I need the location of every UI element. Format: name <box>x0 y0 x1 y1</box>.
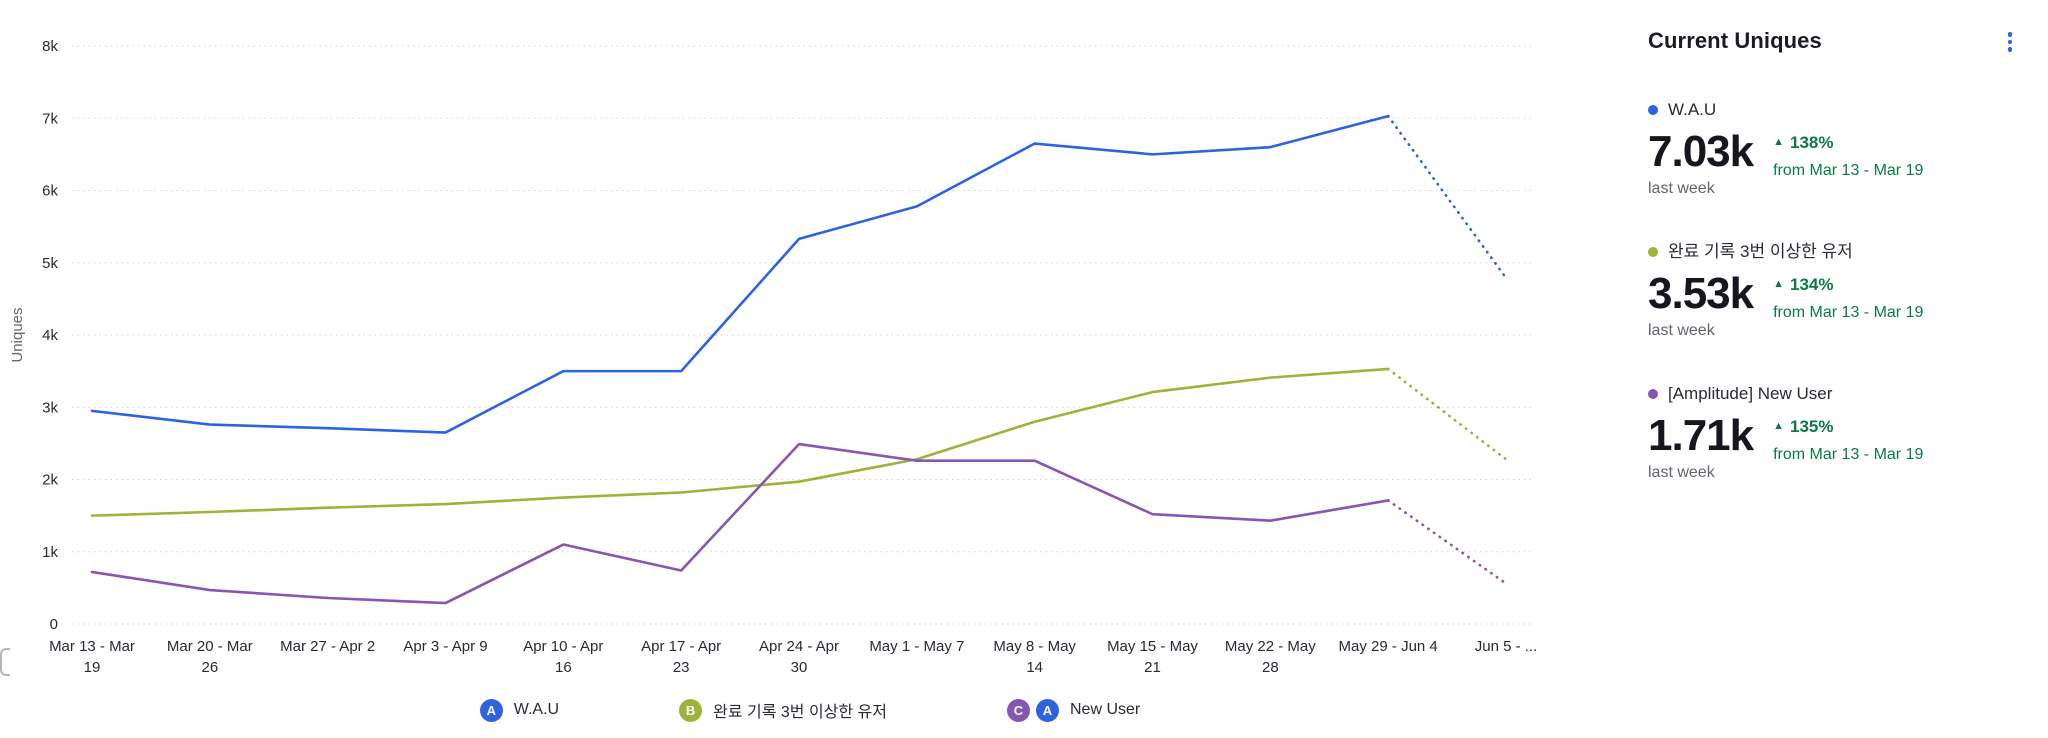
up-arrow-icon: ▲ <box>1773 278 1784 290</box>
current-uniques-panel: Current Uniques W.A.U 7.03k last week <box>1620 0 2048 738</box>
metric-name: W.A.U <box>1668 99 1717 119</box>
metric-wau: W.A.U 7.03k last week ▲ 138% from Mar 13… <box>1648 100 2018 198</box>
metric-change-percent: 138% <box>1790 132 1834 152</box>
y-axis-tick-label: 6k <box>42 183 58 200</box>
legend-label: 완료 기록 3번 이상한 유저 <box>713 704 887 721</box>
legend-item-completed-3x-users[interactable]: B 완료 기록 3번 이상한 유저 <box>679 698 887 722</box>
panel-title: Current Uniques <box>1648 28 1822 53</box>
metric-change-percent: 135% <box>1790 416 1834 436</box>
series-color-dot <box>1648 246 1658 257</box>
series-a-badge: A <box>479 698 503 722</box>
metric-period: last week <box>1648 463 1715 481</box>
chart-canvas[interactable]: 0 1k 2k 3k 4k 5k 6k 7k 8k <box>0 0 1620 738</box>
series-color-dot <box>1648 388 1658 399</box>
legend-item-wau[interactable]: A W.A.U <box>479 698 560 722</box>
y-axis-tick-label: 8k <box>42 38 58 55</box>
series-color-dot <box>1648 104 1658 115</box>
metric-period: last week <box>1648 179 1715 197</box>
series-line[interactable] <box>90 442 1390 605</box>
series-line-projected[interactable] <box>1386 114 1508 280</box>
series-line-projected[interactable] <box>1386 499 1508 585</box>
metric-value: 7.03k <box>1648 126 1754 176</box>
legend-label: New User <box>1070 701 1141 718</box>
metric-amplitude-new-user: [Amplitude] New User 1.71k last week ▲ 1… <box>1648 384 2018 482</box>
y-axis-tick-label: 1k <box>42 544 58 561</box>
metric-change-percent: 134% <box>1790 274 1834 294</box>
metric-compare-range: from Mar 13 - Mar 19 <box>1773 161 1924 179</box>
chart-legend: A W.A.U B 완료 기록 3번 이상한 유저 C A New User <box>0 698 1620 722</box>
metric-compare-range: from Mar 13 - Mar 19 <box>1773 445 1924 463</box>
y-axis-tick-label: 7k <box>42 110 58 127</box>
metric-name: 완료 기록 3번 이상한 유저 <box>1668 241 1853 261</box>
metric-completed-3x-users: 완료 기록 3번 이상한 유저 3.53k last week ▲ 134% f… <box>1648 242 2018 340</box>
metric-value: 3.53k <box>1648 268 1754 318</box>
metric-value: 1.71k <box>1648 410 1754 460</box>
y-axis-tick-label: 2k <box>42 472 58 489</box>
series-b-badge: B <box>679 698 703 722</box>
amplitude-logo-icon: A <box>1036 698 1059 722</box>
series-c-badge: C <box>1007 698 1030 722</box>
y-axis-tick-label: 5k <box>42 255 58 272</box>
series-line[interactable] <box>90 367 1390 517</box>
metric-compare-range: from Mar 13 - Mar 19 <box>1773 303 1924 321</box>
series-line-projected[interactable] <box>1386 367 1508 461</box>
up-arrow-icon: ▲ <box>1773 136 1784 148</box>
y-axis-tick-label: 4k <box>42 327 58 344</box>
series-line[interactable] <box>90 114 1390 434</box>
legend-label: W.A.U <box>513 701 560 718</box>
metric-period: last week <box>1648 321 1715 339</box>
clipped-widget-fragment <box>0 648 10 676</box>
up-arrow-icon: ▲ <box>1773 420 1784 432</box>
legend-item-new-user[interactable]: C A New User <box>1007 698 1141 722</box>
metric-name: [Amplitude] New User <box>1668 383 1833 403</box>
kebab-menu-icon[interactable] <box>2002 28 2019 56</box>
y-axis-title: Uniques <box>9 307 26 363</box>
y-axis-tick-label: 0 <box>50 616 58 633</box>
line-chart: 0 1k 2k 3k 4k 5k 6k 7k 8k Uniques Mar 13 - Mar 1… <box>0 0 1620 738</box>
y-axis-tick-label: 3k <box>42 399 58 416</box>
